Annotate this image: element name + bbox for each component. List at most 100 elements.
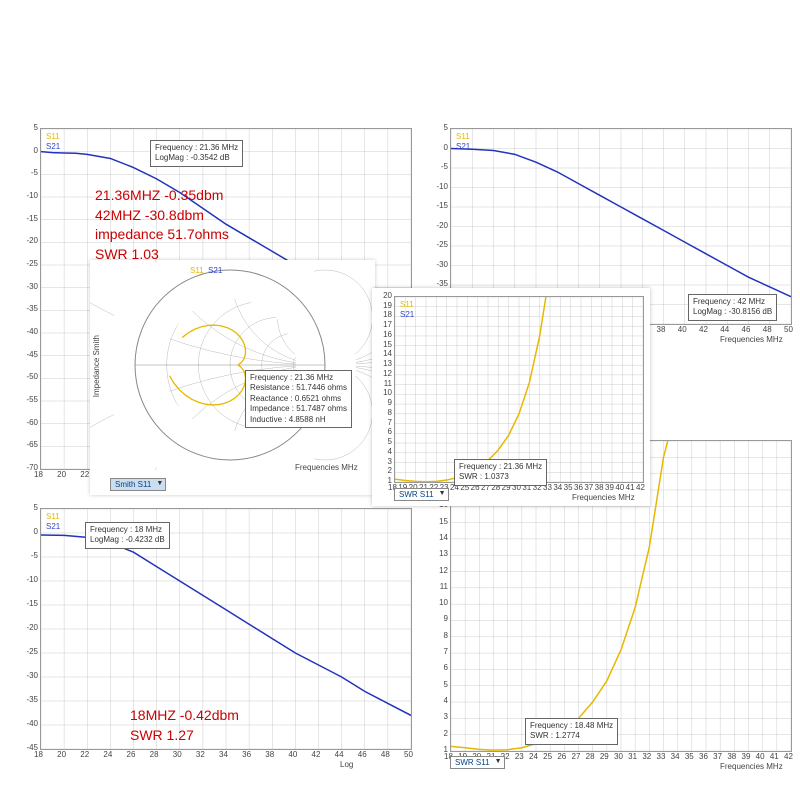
x-tick-label: 44: [720, 325, 729, 334]
y-tick-label: 2: [372, 466, 392, 475]
x-tick-label: 26: [127, 750, 136, 759]
y-tick-label: -25: [18, 259, 38, 268]
y-tick-label: -15: [18, 599, 38, 608]
y-tick-label: -10: [18, 575, 38, 584]
marker-readout: Frequency : 21.36 MHzResistance : 51.744…: [245, 370, 352, 428]
y-tick-label: -35: [18, 695, 38, 704]
marker-readout: Frequency : 18.48 MHzSWR : 1.2774: [525, 718, 618, 745]
trace-select-dropdown[interactable]: SWR S11: [450, 756, 505, 769]
y-tick-label: -5: [18, 168, 38, 177]
x-tick-label: 23: [515, 752, 524, 761]
x-tick-label: 29: [600, 752, 609, 761]
y-tick-label: 7: [428, 647, 448, 656]
y-tick-label: -60: [18, 418, 38, 427]
y-tick-label: 18: [372, 310, 392, 319]
legend: S11S21: [456, 132, 470, 151]
x-tick-label: 37: [584, 483, 593, 492]
chart-panel: 1819202122232425262728293031323334353637…: [372, 288, 650, 506]
y-tick-label: 5: [18, 503, 38, 512]
y-tick-label: -20: [18, 236, 38, 245]
x-tick-label: 22: [80, 750, 89, 759]
y-tick-label: 5: [428, 680, 448, 689]
legend-s11: S11: [46, 132, 60, 142]
legend: S11S21: [46, 132, 60, 151]
x-tick-label: 36: [242, 750, 251, 759]
legend-s21: S21: [456, 142, 470, 152]
x-tick-label: 26: [557, 752, 566, 761]
y-tick-label: 0: [18, 146, 38, 155]
y-tick-label: 19: [372, 301, 392, 310]
trace-line: [395, 297, 546, 482]
x-tick-label: 42: [636, 483, 645, 492]
y-tick-label: 0: [18, 527, 38, 536]
y-tick-label: 16: [372, 330, 392, 339]
y-tick-label: 5: [372, 437, 392, 446]
y-tick-label: -50: [18, 372, 38, 381]
marker-readout: Frequency : 42 MHzLogMag : -30.8156 dB: [688, 294, 777, 321]
y-tick-label: 3: [372, 457, 392, 466]
y-tick-label: -5: [428, 162, 448, 171]
x-axis-title: Frequencies MHz: [720, 335, 783, 344]
trace-select-dropdown[interactable]: SWR S11: [394, 488, 449, 501]
chart-panel: 1820222426283032343638404244464850-45-40…: [0, 498, 420, 778]
y-tick-label: -30: [18, 671, 38, 680]
y-tick-label: -45: [18, 350, 38, 359]
x-tick-label: 42: [784, 752, 793, 761]
x-tick-label: 40: [615, 483, 624, 492]
x-tick-label: 42: [312, 750, 321, 759]
x-axis-title: Log: [340, 760, 353, 769]
marker-readout: Frequency : 18 MHzLogMag : -0.4232 dB: [85, 522, 170, 549]
y-tick-label: 4: [428, 696, 448, 705]
y-tick-label: 8: [372, 408, 392, 417]
y-tick-label: 0: [428, 143, 448, 152]
y-tick-label: -10: [428, 182, 448, 191]
y-tick-label: -35: [18, 304, 38, 313]
y-tick-label: -70: [18, 463, 38, 472]
y-tick-label: 1: [428, 745, 448, 754]
y-tick-label: -45: [18, 743, 38, 752]
legend: S11S21: [46, 512, 60, 531]
y-tick-label: -35: [428, 279, 448, 288]
y-tick-label: 11: [428, 582, 448, 591]
annotation-text: 18MHZ -0.42dbmSWR 1.27: [130, 706, 239, 745]
x-tick-label: 28: [586, 752, 595, 761]
x-tick-label: 24: [529, 752, 538, 761]
x-tick-label: 38: [595, 483, 604, 492]
x-tick-label: 34: [671, 752, 680, 761]
x-tick-label: 37: [713, 752, 722, 761]
y-tick-label: -20: [428, 221, 448, 230]
x-tick-label: 20: [57, 750, 66, 759]
y-tick-label: -40: [18, 719, 38, 728]
x-tick-label: 42: [699, 325, 708, 334]
x-tick-label: 28: [150, 750, 159, 759]
trace-select-dropdown[interactable]: Smith S11: [110, 478, 166, 491]
x-tick-label: 38: [727, 752, 736, 761]
x-tick-label: 39: [742, 752, 751, 761]
y-tick-label: 11: [372, 379, 392, 388]
y-tick-label: 10: [428, 598, 448, 607]
legend: S11 S21: [190, 266, 222, 276]
y-tick-label: 2: [428, 729, 448, 738]
legend-s21: S21: [400, 310, 414, 320]
x-tick-label: 41: [770, 752, 779, 761]
x-tick-label: 27: [572, 752, 581, 761]
x-tick-label: 30: [614, 752, 623, 761]
y-tick-label: -20: [18, 623, 38, 632]
y-tick-label: -5: [18, 551, 38, 560]
x-axis-title: Frequencies MHz: [572, 493, 635, 502]
y-tick-label: -40: [18, 327, 38, 336]
legend-s21: S21: [46, 142, 60, 152]
y-tick-label: -10: [18, 191, 38, 200]
legend-s11: S11: [400, 300, 414, 310]
y-tick-label: 17: [372, 320, 392, 329]
y-tick-label: 6: [428, 663, 448, 672]
x-tick-label: 31: [628, 752, 637, 761]
y-tick-label: 13: [372, 359, 392, 368]
y-tick-label: 20: [372, 291, 392, 300]
x-tick-label: 39: [605, 483, 614, 492]
x-tick-label: 48: [763, 325, 772, 334]
x-tick-label: 44: [335, 750, 344, 759]
x-tick-label: 30: [173, 750, 182, 759]
marker-readout: Frequency : 21.36 MHzSWR : 1.0373: [454, 459, 547, 486]
x-tick-label: 38: [657, 325, 666, 334]
